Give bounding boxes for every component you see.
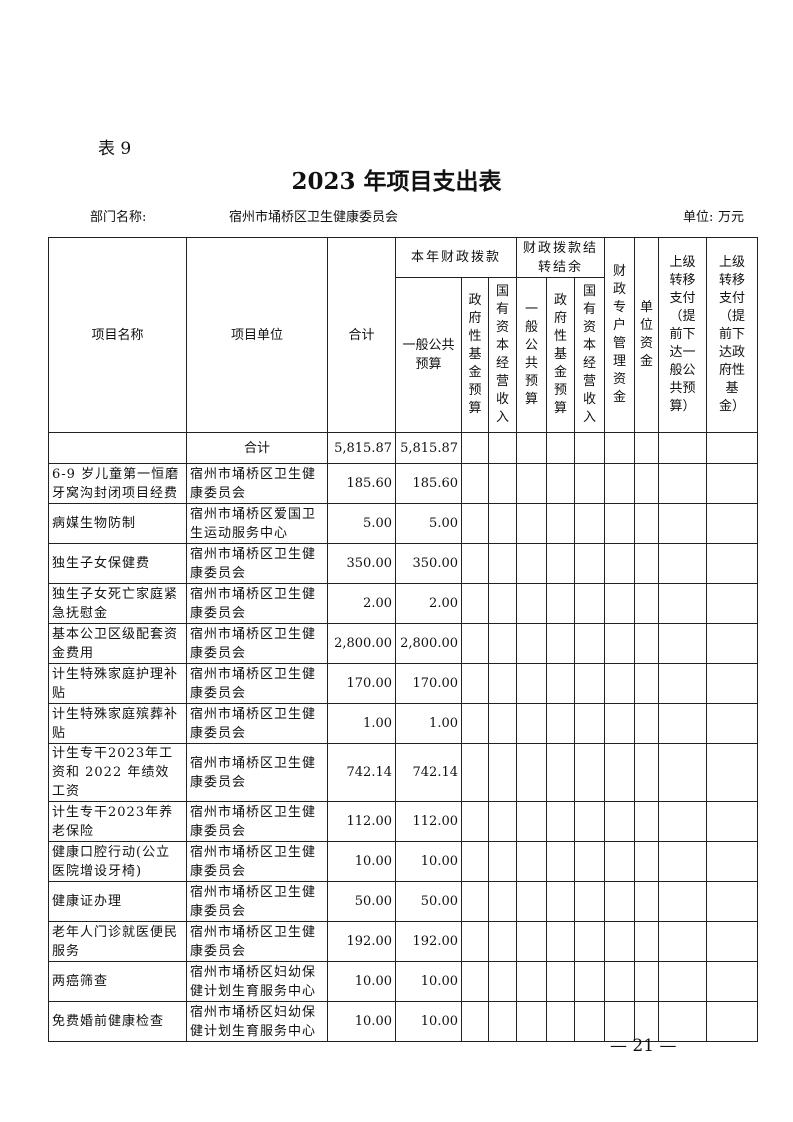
table-row: 健康口腔行动(公立医院增设牙椅) 宿州市埇桥区卫生健康委员会 10.00 10.…: [48, 841, 759, 882]
project-name: 计生专干2023年养老保险: [48, 801, 187, 842]
row-total: 170.00: [327, 663, 396, 704]
row-total: 112.00: [327, 801, 396, 842]
unit-value: 万元: [718, 210, 745, 225]
project-name: 健康证办理: [48, 881, 187, 922]
table-row: 两癌筛查 宿州市埇桥区妇幼保健计划生育服务中心 10.00 10.00: [48, 961, 759, 1002]
row-total: 2.00: [327, 583, 396, 624]
header-unit: 项目单位: [186, 237, 328, 433]
project-name: 病媒生物防制: [48, 503, 187, 544]
page-number: — 21 —: [610, 1036, 677, 1056]
table-row: 独生子女死亡家庭紧急抚慰金 宿州市埇桥区卫生健康委员会 2.00 2.00: [48, 583, 759, 624]
project-unit: 宿州市埇桥区卫生健康委员会: [186, 743, 328, 802]
table-row: 免费婚前健康检查 宿州市埇桥区妇幼保健计划生育服务中心 10.00 10.00: [48, 1001, 759, 1042]
total-general: 5,815.87: [395, 432, 462, 464]
row-general: 2.00: [395, 583, 462, 624]
row-general: 170.00: [395, 663, 462, 704]
project-unit: 宿州市埇桥区卫生健康委员会: [186, 543, 328, 584]
total-total: 5,815.87: [327, 432, 396, 464]
header-carry-group: 财政拨款结转结余: [516, 237, 606, 278]
row-total: 350.00: [327, 543, 396, 584]
project-unit: 宿州市埇桥区卫生健康委员会: [186, 583, 328, 624]
table-row: 6-9 岁儿童第一恒磨牙窝沟封闭项目经费 宿州市埇桥区卫生健康委员会 185.6…: [48, 463, 759, 504]
row-general: 185.60: [395, 463, 462, 504]
table-row: 病媒生物防制 宿州市埇桥区爱国卫生运动服务中心 5.00 5.00: [48, 503, 759, 544]
table-row: 基本公卫区级配套资金费用 宿州市埇桥区卫生健康委员会 2,800.00 2,80…: [48, 623, 759, 664]
project-name: 两癌筛查: [48, 961, 187, 1002]
unit-label: 单位:: [683, 210, 714, 225]
row-general: 2,800.00: [395, 623, 462, 664]
project-unit: 宿州市埇桥区卫生健康委员会: [186, 463, 328, 504]
expense-table: 项目名称 项目单位 合计 本年财政拨款 财政拨款结转结余 财政专户管理资金 单位…: [48, 237, 759, 1042]
row-total: 10.00: [327, 841, 396, 882]
header-transfer-fund: 上级转移支付（提前下达政府性基金）: [706, 237, 759, 433]
total-row: 合计 5,815.87 5,815.87: [48, 432, 759, 464]
row-general: 192.00: [395, 921, 462, 962]
row-total: 10.00: [327, 1001, 396, 1042]
row-general: 10.00: [395, 961, 462, 1002]
header-general: 一般公共预算: [395, 277, 462, 433]
row-general: 10.00: [395, 1001, 462, 1042]
header-carry-state-capital: 国有资本经营收入: [574, 277, 606, 433]
row-total: 5.00: [327, 503, 396, 544]
table-row: 计生特殊家庭殡葬补贴 宿州市埇桥区卫生健康委员会 1.00 1.00: [48, 703, 759, 744]
project-name: 基本公卫区级配套资金费用: [48, 623, 187, 664]
row-total: 742.14: [327, 743, 396, 802]
project-unit: 宿州市埇桥区爱国卫生运动服务中心: [186, 503, 328, 544]
project-name: 6-9 岁儿童第一恒磨牙窝沟封闭项目经费: [48, 463, 187, 504]
dept-name: 宿州市埇桥区卫生健康委员会: [229, 210, 399, 225]
table-row: 计生专干2023年养老保险 宿州市埇桥区卫生健康委员会 112.00 112.0…: [48, 801, 759, 842]
table-number: 表 9: [98, 139, 132, 159]
table-row: 老年人门诊就医便民服务 宿州市埇桥区卫生健康委员会 192.00 192.00: [48, 921, 759, 962]
project-unit: 宿州市埇桥区卫生健康委员会: [186, 921, 328, 962]
project-unit: 宿州市埇桥区妇幼保健计划生育服务中心: [186, 1001, 328, 1042]
row-total: 185.60: [327, 463, 396, 504]
table-row: 计生特殊家庭护理补贴 宿州市埇桥区卫生健康委员会 170.00 170.00: [48, 663, 759, 704]
project-name: 独生子女死亡家庭紧急抚慰金: [48, 583, 187, 624]
total-label: 合计: [186, 432, 328, 464]
row-total: 192.00: [327, 921, 396, 962]
header-total: 合计: [327, 237, 396, 433]
header-state-capital: 国有资本经营收入: [487, 277, 518, 433]
header-own: 单位资金: [634, 237, 660, 433]
row-general: 350.00: [395, 543, 462, 584]
project-unit: 宿州市埇桥区卫生健康委员会: [186, 663, 328, 704]
row-total: 1.00: [327, 703, 396, 744]
row-general: 742.14: [395, 743, 462, 802]
header-carry-gov-fund: 政府性基金预算: [546, 277, 576, 433]
row-total: 10.00: [327, 961, 396, 1002]
project-name: 计生特殊家庭殡葬补贴: [48, 703, 187, 744]
header-current-group: 本年财政拨款: [394, 237, 518, 278]
project-unit: 宿州市埇桥区妇幼保健计划生育服务中心: [186, 961, 328, 1002]
project-unit: 宿州市埇桥区卫生健康委员会: [186, 703, 328, 744]
project-unit: 宿州市埇桥区卫生健康委员会: [186, 881, 328, 922]
project-name: 计生特殊家庭护理补贴: [48, 663, 187, 704]
row-total: 2,800.00: [327, 623, 396, 664]
project-name: 免费婚前健康检查: [48, 1001, 187, 1042]
row-general: 1.00: [395, 703, 462, 744]
table-row: 独生子女保健费 宿州市埇桥区卫生健康委员会 350.00 350.00: [48, 543, 759, 584]
header-gov-fund: 政府性基金预算: [461, 277, 489, 433]
project-name: 老年人门诊就医便民服务: [48, 921, 187, 962]
row-general: 50.00: [395, 881, 462, 922]
header-carry-general: 一般公共预算: [516, 277, 548, 433]
header-special: 财政专户管理资金: [604, 237, 636, 433]
project-name: 健康口腔行动(公立医院增设牙椅): [48, 841, 187, 882]
table-row: 计生专干2023年工资和 2022 年绩效工资 宿州市埇桥区卫生健康委员会 74…: [48, 743, 759, 802]
project-name: 独生子女保健费: [48, 543, 187, 584]
row-general: 5.00: [395, 503, 462, 544]
table-row: 健康证办理 宿州市埇桥区卫生健康委员会 50.00 50.00: [48, 881, 759, 922]
header-name: 项目名称: [48, 237, 187, 433]
project-name: 计生专干2023年工资和 2022 年绩效工资: [48, 743, 187, 802]
project-unit: 宿州市埇桥区卫生健康委员会: [186, 623, 328, 664]
dept-label: 部门名称:: [90, 210, 147, 225]
project-unit: 宿州市埇桥区卫生健康委员会: [186, 841, 328, 882]
page-title: 2023 年项目支出表: [291, 168, 502, 195]
header-transfer-general: 上级转移支付（提前下达一般公共预算）: [658, 237, 708, 433]
row-general: 10.00: [395, 841, 462, 882]
row-total: 50.00: [327, 881, 396, 922]
project-unit: 宿州市埇桥区卫生健康委员会: [186, 801, 328, 842]
row-general: 112.00: [395, 801, 462, 842]
